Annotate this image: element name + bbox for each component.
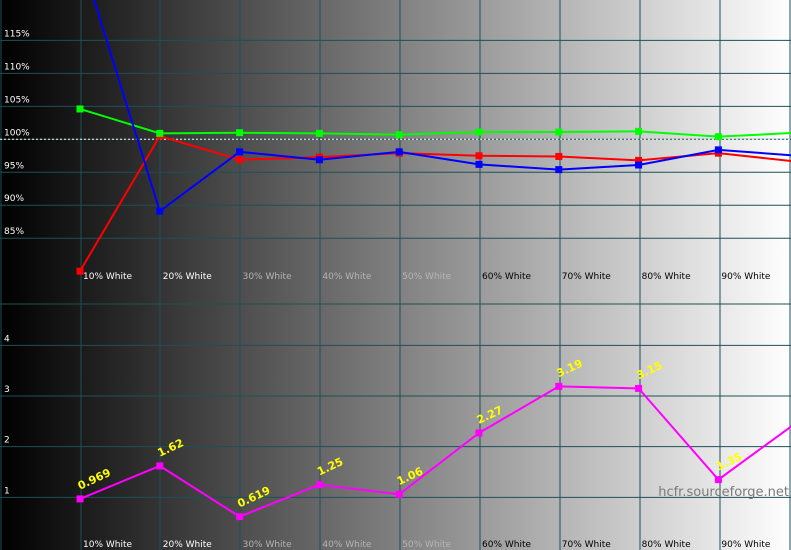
- delta-e-point: [156, 462, 164, 470]
- watermark-text: hcfr.sourceforge.net: [658, 485, 789, 500]
- delta-e-point: [395, 490, 403, 498]
- y-tick-label: 2: [4, 436, 10, 446]
- y-tick-label: 110%: [4, 62, 30, 72]
- y-tick-label: 105%: [4, 95, 30, 105]
- x-category-label: 70% White: [562, 540, 611, 550]
- x-category-label: 10% White: [83, 540, 132, 550]
- x-category-label: 50% White: [402, 540, 451, 550]
- x-category-label: 20% White: [163, 540, 212, 550]
- delta-e-point: [714, 476, 722, 484]
- x-category-label: 50% White: [402, 272, 451, 282]
- red-point: [76, 267, 84, 275]
- green-series-line: [79, 108, 791, 138]
- y-tick-label: 95%: [4, 161, 24, 171]
- blue-point: [315, 156, 323, 164]
- red-point: [555, 152, 563, 160]
- delta-e-point: [475, 429, 483, 437]
- x-category-label: 20% White: [163, 272, 212, 282]
- x-category-label: 80% White: [642, 540, 691, 550]
- blue-point: [475, 160, 483, 168]
- green-point: [635, 127, 643, 135]
- green-point: [236, 129, 244, 137]
- x-category-label: 60% White: [482, 540, 531, 550]
- green-point: [76, 105, 84, 113]
- y-tick-label: 85%: [4, 227, 24, 237]
- green-point: [555, 128, 563, 136]
- blue-point: [156, 207, 164, 215]
- blue-point: [635, 161, 643, 169]
- y-tick-label: 1: [4, 486, 10, 496]
- blue-point: [714, 146, 722, 154]
- red-point: [635, 156, 643, 164]
- y-tick-label: 3: [4, 385, 10, 395]
- blue-series-line: [93, 0, 791, 213]
- green-point: [475, 128, 483, 136]
- x-category-label: 40% White: [322, 540, 371, 550]
- y-tick-label: 4: [4, 334, 10, 344]
- y-tick-label: 100%: [4, 128, 30, 138]
- green-point: [395, 131, 403, 139]
- delta-e-series-line: [79, 385, 791, 518]
- y-tick-label: 90%: [4, 194, 24, 204]
- delta-e-point: [236, 513, 244, 521]
- x-category-label: 90% White: [721, 272, 770, 282]
- green-point: [714, 133, 722, 141]
- x-category-label: 60% White: [482, 272, 531, 282]
- x-category-label: 30% White: [243, 540, 292, 550]
- blue-point: [395, 148, 403, 156]
- y-tick-label: 115%: [4, 29, 30, 39]
- red-point: [236, 156, 244, 164]
- blue-point: [236, 148, 244, 156]
- delta-e-point: [555, 382, 563, 390]
- blue-point: [555, 166, 563, 174]
- x-category-label: 40% White: [322, 272, 371, 282]
- x-category-label: 80% White: [642, 272, 691, 282]
- delta-e-point: [315, 481, 323, 489]
- delta-e-point: [635, 384, 643, 392]
- green-point: [315, 129, 323, 137]
- delta-e-point: [76, 495, 84, 503]
- red-point: [475, 152, 483, 160]
- x-category-label: 30% White: [243, 272, 292, 282]
- x-category-label: 90% White: [721, 540, 770, 550]
- green-point: [156, 129, 164, 137]
- x-category-label: 70% White: [562, 272, 611, 282]
- x-category-label: 10% White: [83, 272, 132, 282]
